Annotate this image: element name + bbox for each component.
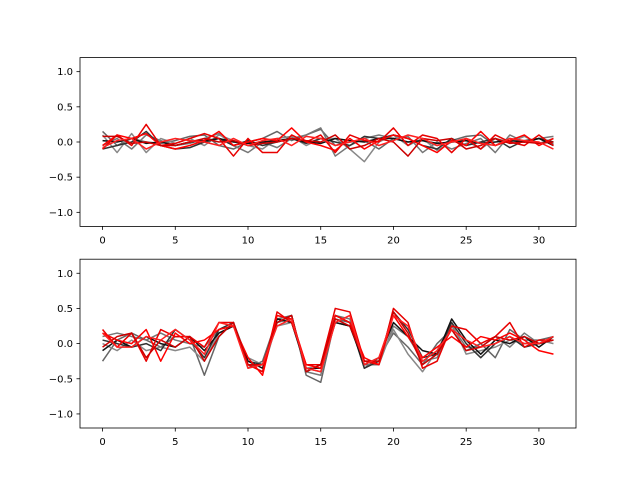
x-tick-label: 5 <box>172 235 178 246</box>
y-tick-label: −0.5 <box>49 173 73 184</box>
y-tick-label: −0.5 <box>49 374 73 385</box>
series-line-6 <box>101 307 554 373</box>
series-group <box>101 123 554 163</box>
x-tick-label: 30 <box>533 437 546 448</box>
y-tick-label: −1.0 <box>49 208 73 219</box>
x-tick-label: 25 <box>460 437 473 448</box>
y-tick-label: 0.5 <box>57 304 73 315</box>
y-tick-label: 1.0 <box>57 269 73 280</box>
series-line-1 <box>102 128 554 150</box>
bottom-chart: 0 5 10 15 20 25 30 −1.0 −0.5 0.0 0.5 1.0 <box>49 258 577 448</box>
x-tick-label: 0 <box>99 235 105 246</box>
x-tick-label: 10 <box>242 235 255 246</box>
x-tick-label: 15 <box>314 437 327 448</box>
series-line-7 <box>102 127 554 154</box>
y-tick-label: −1.0 <box>49 409 73 420</box>
y-tick-label: 0.0 <box>57 339 73 350</box>
x-tick-label: 20 <box>387 437 400 448</box>
y-tick-label: 1.0 <box>57 67 73 78</box>
x-tick-label: 5 <box>172 437 178 448</box>
series-line-9 <box>102 314 554 373</box>
x-tick-label: 25 <box>460 235 473 246</box>
series-line-9 <box>102 134 554 150</box>
y-tick-label: 0.5 <box>57 102 73 113</box>
series-line-8 <box>102 134 554 157</box>
series-group <box>101 307 554 384</box>
x-tick-label: 15 <box>314 235 327 246</box>
x-tick-label: 20 <box>387 235 400 246</box>
x-tick-label: 30 <box>533 235 546 246</box>
y-tick-label: 0.0 <box>57 138 73 149</box>
series-line-8 <box>102 311 554 373</box>
x-tick-label: 0 <box>99 437 105 448</box>
x-tick-label: 10 <box>242 437 255 448</box>
series-line-6 <box>102 123 554 157</box>
top-chart: 0 5 10 15 20 25 30 −1.0 −0.5 0.0 0.5 1.0 <box>49 57 577 246</box>
